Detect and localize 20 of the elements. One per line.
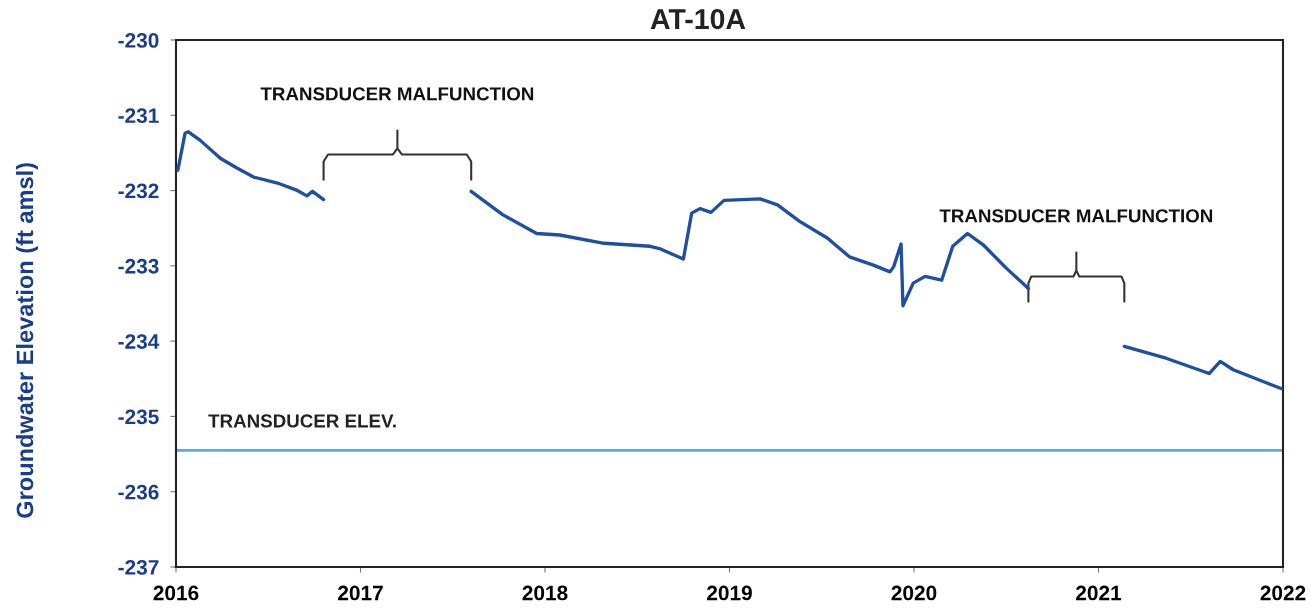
x-tick-label: 2022 (1260, 585, 1306, 601)
y-tick-label: -230 (118, 33, 159, 48)
y-tick-label: -231 (118, 108, 159, 124)
annotation: TRANSDUCER MALFUNCTION (939, 209, 1213, 223)
ref-line-label: TRANSDUCER ELEV. (208, 414, 396, 428)
y-axis-title: Groundwater Elevation (ft amsl) (15, 163, 38, 518)
y-tick-label: -232 (118, 183, 159, 199)
x-tick-label: 2020 (891, 585, 937, 601)
chart-title: AT-10A (650, 9, 746, 30)
annotation: TRANSDUCER MALFUNCTION (260, 87, 534, 101)
y-tick-label: -235 (118, 409, 159, 425)
x-tick-label: 2016 (153, 585, 199, 601)
y-tick-label: -234 (118, 334, 160, 349)
x-tick-label: 2021 (1076, 585, 1122, 601)
x-tick-label: 2019 (707, 585, 752, 601)
y-tick-label: -236 (118, 484, 159, 500)
y-tick-label: -233 (118, 258, 159, 274)
x-tick-label: 2018 (522, 585, 568, 601)
x-tick-label: 2017 (338, 585, 383, 601)
y-tick-label: -237 (118, 560, 159, 575)
